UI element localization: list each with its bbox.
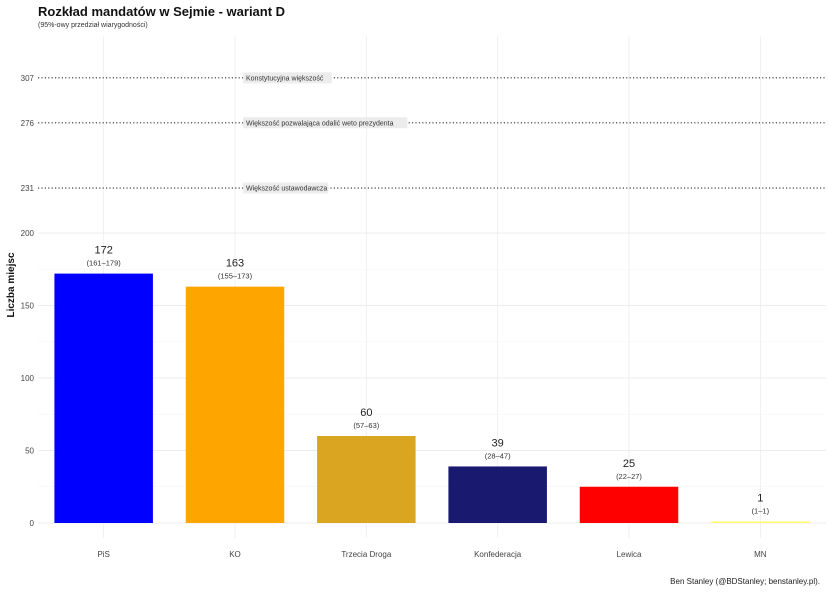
bar-value-label-5: 1 bbox=[757, 493, 763, 505]
x-tick-label-3: Konfederacja bbox=[474, 550, 522, 559]
chart-subtitle: (95%-owy przedział wiarygodności) bbox=[38, 22, 148, 29]
bar-interval-label-3: (28–47) bbox=[485, 451, 511, 460]
threshold-tick-label-2: 231 bbox=[21, 184, 35, 193]
chart-caption: Ben Stanley (@BDStanley; benstanley.pl). bbox=[670, 577, 820, 586]
threshold-label-0: Konstytucyjna większość bbox=[246, 75, 324, 82]
bar-interval-label-0: (161–179) bbox=[87, 259, 122, 268]
threshold-label-1: Większość pozwalająca odalić weto prezyd… bbox=[246, 120, 394, 127]
bar-value-label-3: 39 bbox=[492, 437, 504, 449]
x-tick-label-2: Trzecia Droga bbox=[341, 550, 391, 559]
x-tick-label-0: PiS bbox=[97, 550, 109, 559]
threshold-label-bg-0 bbox=[243, 72, 332, 84]
y-tick-label-4: 200 bbox=[21, 229, 35, 238]
bar-value-label-2: 60 bbox=[360, 407, 372, 419]
bar-1 bbox=[185, 286, 285, 523]
x-tick-label-5: MN bbox=[754, 550, 767, 559]
bar-4 bbox=[579, 486, 679, 523]
threshold-label-bg-1 bbox=[243, 117, 408, 129]
y-axis-label: Liczba miejsc bbox=[6, 252, 17, 317]
x-tick-label-4: Lewica bbox=[617, 550, 642, 559]
x-tick-label-1: KO bbox=[229, 550, 241, 559]
bar-3 bbox=[448, 466, 547, 523]
bar-0 bbox=[54, 273, 153, 523]
bar-value-label-4: 25 bbox=[623, 458, 635, 470]
y-tick-label-2: 100 bbox=[21, 374, 35, 383]
y-tick-label-0: 0 bbox=[30, 519, 35, 528]
bar-interval-label-4: (22–27) bbox=[616, 472, 642, 481]
chart-title: Rozkład mandatów w Sejmie - wariant D bbox=[38, 4, 286, 19]
bar-value-label-0: 172 bbox=[94, 245, 112, 257]
bar-5 bbox=[711, 521, 810, 523]
bar-value-label-1: 163 bbox=[226, 258, 244, 270]
bar-2 bbox=[317, 436, 416, 523]
bar-interval-label-2: (57–63) bbox=[353, 421, 379, 430]
threshold-label-bg-2 bbox=[243, 182, 329, 194]
threshold-tick-label-1: 276 bbox=[21, 119, 35, 128]
bar-interval-label-5: (1–1) bbox=[752, 507, 770, 516]
bar-interval-label-1: (155–173) bbox=[218, 272, 253, 281]
y-tick-label-3: 150 bbox=[21, 302, 35, 311]
threshold-label-2: Większość ustawodawcza bbox=[246, 186, 327, 193]
y-tick-label-1: 50 bbox=[25, 447, 34, 456]
threshold-tick-label-0: 307 bbox=[21, 74, 35, 83]
